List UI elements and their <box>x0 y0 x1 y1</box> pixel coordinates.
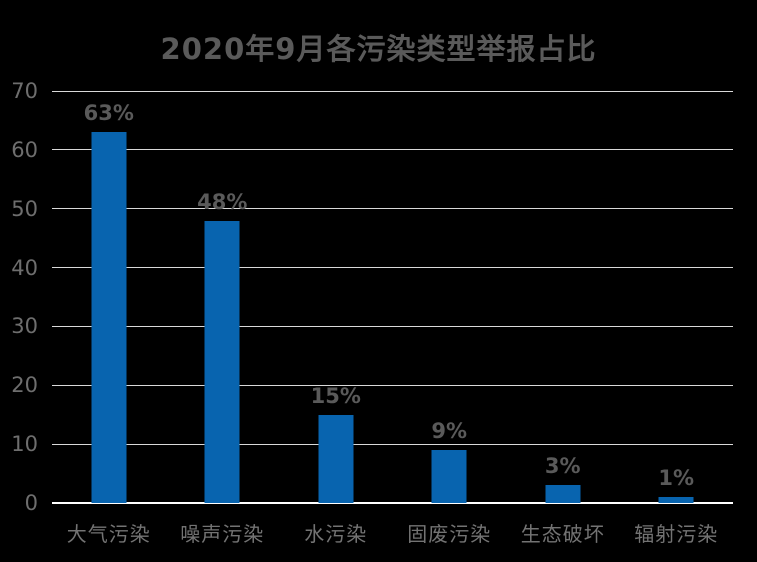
bar <box>318 414 354 503</box>
bar <box>431 450 467 503</box>
bars-container: 63% 48% 15% 9% 3% 1% <box>52 91 733 503</box>
y-axis-tick-label: 70 <box>11 79 38 103</box>
x-axis-category-label: 生态破坏 <box>520 522 605 546</box>
y-axis-tick-label: 60 <box>11 137 38 162</box>
bar <box>91 132 127 503</box>
bar-slot: 63% <box>52 91 166 503</box>
bar-value-label: 63% <box>83 101 134 126</box>
bar-value-label: 15% <box>310 383 361 408</box>
x-axis-category-label: 水污染 <box>304 522 368 546</box>
x-axis-labels: 大气污染 噪声污染 水污染 固废污染 生态破坏 辐射污染 <box>52 518 733 550</box>
bar <box>204 220 240 503</box>
bar-value-label: 1% <box>658 466 695 491</box>
y-axis-tick-label: 0 <box>24 491 38 515</box>
y-axis-tick-label: 10 <box>11 432 38 457</box>
gridline <box>52 443 733 445</box>
bar-slot: 9% <box>393 91 507 503</box>
x-axis-category-label: 辐射污染 <box>634 522 719 546</box>
gridline <box>52 267 733 269</box>
bar <box>658 497 694 503</box>
chart-title: 2020年9月各污染类型举报占比 <box>160 32 597 66</box>
bar-value-label: 48% <box>197 189 248 214</box>
gridline <box>52 149 733 151</box>
bar-slot: 48% <box>166 91 280 503</box>
y-axis-labels: 0 10 20 30 40 50 60 70 <box>0 79 38 515</box>
bar-slot: 15% <box>279 91 393 503</box>
gridline <box>52 325 733 327</box>
y-axis-tick-label: 30 <box>11 314 38 339</box>
bar-value-label: 3% <box>544 454 581 479</box>
gridline <box>52 384 733 386</box>
bar-slot: 3% <box>506 91 620 503</box>
x-axis-category-label: 大气污染 <box>66 522 151 546</box>
x-axis-line <box>52 502 733 504</box>
plot-area: 63% 48% 15% 9% 3% 1% <box>52 90 733 504</box>
gridline <box>52 90 733 92</box>
x-axis-category-label: 噪声污染 <box>180 522 265 546</box>
bar-slot: 1% <box>620 91 734 503</box>
y-axis-tick-label: 20 <box>11 373 38 398</box>
bar <box>545 485 581 503</box>
bar-value-label: 9% <box>431 419 468 444</box>
gridline <box>52 208 733 210</box>
y-axis-tick-label: 40 <box>11 255 38 280</box>
y-axis-tick-label: 50 <box>11 196 38 221</box>
x-axis-category-label: 固废污染 <box>407 522 492 546</box>
